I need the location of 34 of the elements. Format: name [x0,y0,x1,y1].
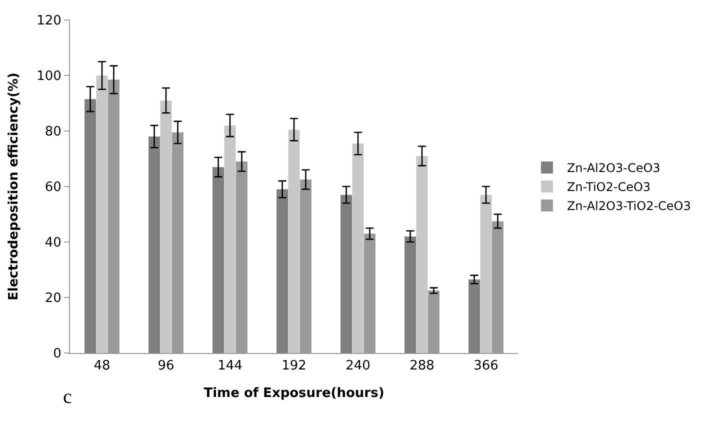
x-tick-label: 144 [218,358,242,374]
x-tick-label: 48 [94,358,110,374]
legend-label: Zn-TiO2-CeO3 [566,180,651,194]
bar [404,236,416,353]
bar [224,125,236,353]
x-tick-label: 192 [282,358,306,374]
bar [480,194,492,353]
y-tick-label: 40 [44,236,62,251]
bar [160,100,172,353]
x-tick-label: 96 [158,358,174,374]
x-tick-label: 240 [346,358,370,374]
x-tick-label: 288 [410,358,434,374]
bar [340,194,352,353]
x-axis-title: Time of Exposure(hours) [204,386,384,402]
y-tick-label: 20 [44,291,62,306]
bar [148,136,160,353]
x-tick-label: 366 [474,358,498,374]
bar [352,143,364,353]
bar [468,279,480,353]
y-axis-title: Electrodeposition efficiency(%) [6,72,22,300]
bar [416,156,428,353]
y-tick-label: 80 [44,124,62,140]
bar [288,130,300,353]
y-tick-label: 120 [36,14,62,29]
bar [84,99,96,353]
y-tick-label: 0 [53,346,62,362]
legend-label: Zn-Al2O3-TiO2-CeO3 [566,199,691,214]
text: c [63,386,72,408]
bar [96,76,108,353]
legend-label: Zn-Al2O3-CeO3 [566,161,660,176]
y-tick-label: 100 [36,69,62,84]
bar [212,167,224,353]
bar [276,189,288,353]
y-tick-label: 60 [44,180,62,196]
